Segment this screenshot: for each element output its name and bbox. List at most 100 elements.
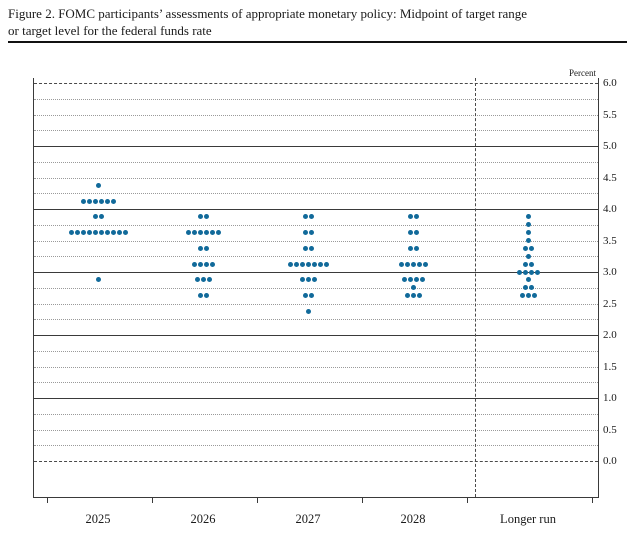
policy-rate-dot	[529, 270, 534, 275]
policy-rate-dot	[96, 277, 101, 282]
policy-rate-dot	[93, 199, 98, 204]
policy-rate-dot	[99, 214, 104, 219]
x-axis-tick	[257, 498, 258, 503]
policy-rate-dot	[87, 230, 92, 235]
policy-rate-dot	[312, 277, 317, 282]
policy-rate-dot	[423, 262, 428, 267]
y-axis-unit-label: Percent	[569, 68, 596, 78]
policy-rate-dot	[529, 262, 534, 267]
policy-rate-dot	[526, 254, 531, 259]
gridline-dotted	[34, 367, 598, 368]
figure-title-line-1: Figure 2. FOMC participants’ assessments…	[8, 6, 528, 21]
x-axis-tick	[362, 498, 363, 503]
policy-rate-dot	[526, 222, 531, 227]
policy-rate-dot	[300, 277, 305, 282]
x-category-label: 2025	[85, 512, 111, 526]
x-axis-tick	[152, 498, 153, 503]
gridline-dotted	[34, 304, 598, 305]
policy-rate-dot	[204, 214, 209, 219]
policy-rate-dot	[405, 262, 410, 267]
policy-rate-dot	[306, 309, 311, 314]
policy-rate-dot	[532, 293, 537, 298]
policy-rate-dot	[216, 230, 221, 235]
gridline-dotted	[34, 162, 598, 163]
x-axis-tick	[467, 498, 468, 503]
policy-rate-dot	[526, 238, 531, 243]
policy-rate-dot	[306, 262, 311, 267]
gridline-solid	[34, 335, 598, 336]
policy-rate-dot	[523, 262, 528, 267]
policy-rate-dot	[405, 293, 410, 298]
policy-rate-dot	[111, 199, 116, 204]
gridline-dotted	[34, 130, 598, 131]
policy-rate-dot	[198, 262, 203, 267]
policy-rate-dot	[417, 262, 422, 267]
gridline-dotted	[34, 178, 598, 179]
policy-rate-dot	[303, 230, 308, 235]
policy-rate-dot	[294, 262, 299, 267]
policy-rate-dot	[195, 277, 200, 282]
policy-rate-dot	[123, 230, 128, 235]
x-category-label: 2028	[400, 512, 426, 526]
gridline-dotted	[34, 382, 598, 383]
y-tick-label: 2.0	[603, 329, 617, 341]
gridline-solid	[34, 209, 598, 210]
policy-rate-dot	[204, 246, 209, 251]
y-tick-label: 3.5	[603, 235, 617, 247]
policy-rate-dot	[204, 230, 209, 235]
policy-rate-dot	[520, 293, 525, 298]
policy-rate-dot	[81, 230, 86, 235]
policy-rate-dot	[417, 293, 422, 298]
policy-rate-dot	[99, 199, 104, 204]
policy-rate-dot	[309, 293, 314, 298]
y-tick-label: 5.5	[603, 109, 617, 121]
policy-rate-dot	[204, 293, 209, 298]
right-axis-line	[598, 78, 599, 497]
policy-rate-dot	[309, 230, 314, 235]
policy-rate-dot	[105, 230, 110, 235]
policy-rate-dot	[399, 262, 404, 267]
policy-rate-dot	[408, 277, 413, 282]
policy-rate-dot	[198, 293, 203, 298]
policy-rate-dot	[93, 230, 98, 235]
gridline-dashed	[34, 461, 598, 462]
gridline-dotted	[34, 445, 598, 446]
policy-rate-dot	[517, 270, 522, 275]
policy-rate-dot	[312, 262, 317, 267]
policy-rate-dot	[523, 246, 528, 251]
policy-rate-dot	[96, 183, 101, 188]
x-axis-tick	[47, 498, 48, 503]
policy-rate-dot	[201, 277, 206, 282]
policy-rate-dot	[192, 230, 197, 235]
policy-rate-dot	[306, 277, 311, 282]
policy-rate-dot	[324, 262, 329, 267]
left-axis-line	[33, 78, 34, 497]
policy-rate-dot	[529, 285, 534, 290]
gridline-dashed	[34, 83, 598, 84]
policy-rate-dot	[87, 199, 92, 204]
policy-rate-dot	[309, 214, 314, 219]
policy-rate-dot	[414, 230, 419, 235]
gridline-solid	[34, 398, 598, 399]
x-axis-tick	[592, 498, 593, 503]
gridline-dotted	[34, 414, 598, 415]
policy-rate-dot	[105, 199, 110, 204]
y-tick-label: 6.0	[603, 77, 617, 89]
x-category-label: 2026	[190, 512, 216, 526]
policy-rate-dot	[523, 270, 528, 275]
policy-rate-dot	[529, 246, 534, 251]
y-tick-label: 4.5	[603, 172, 617, 184]
gridline-dotted	[34, 193, 598, 194]
policy-rate-dot	[99, 230, 104, 235]
gridline-dotted	[34, 288, 598, 289]
policy-rate-dot	[408, 230, 413, 235]
policy-rate-dot	[198, 230, 203, 235]
policy-rate-dot	[186, 230, 191, 235]
policy-rate-dot	[408, 246, 413, 251]
policy-rate-dot	[204, 262, 209, 267]
y-tick-label: 0.0	[603, 455, 617, 467]
gridline-dotted	[34, 115, 598, 116]
gridline-dotted	[34, 430, 598, 431]
longer-run-separator	[475, 78, 476, 497]
